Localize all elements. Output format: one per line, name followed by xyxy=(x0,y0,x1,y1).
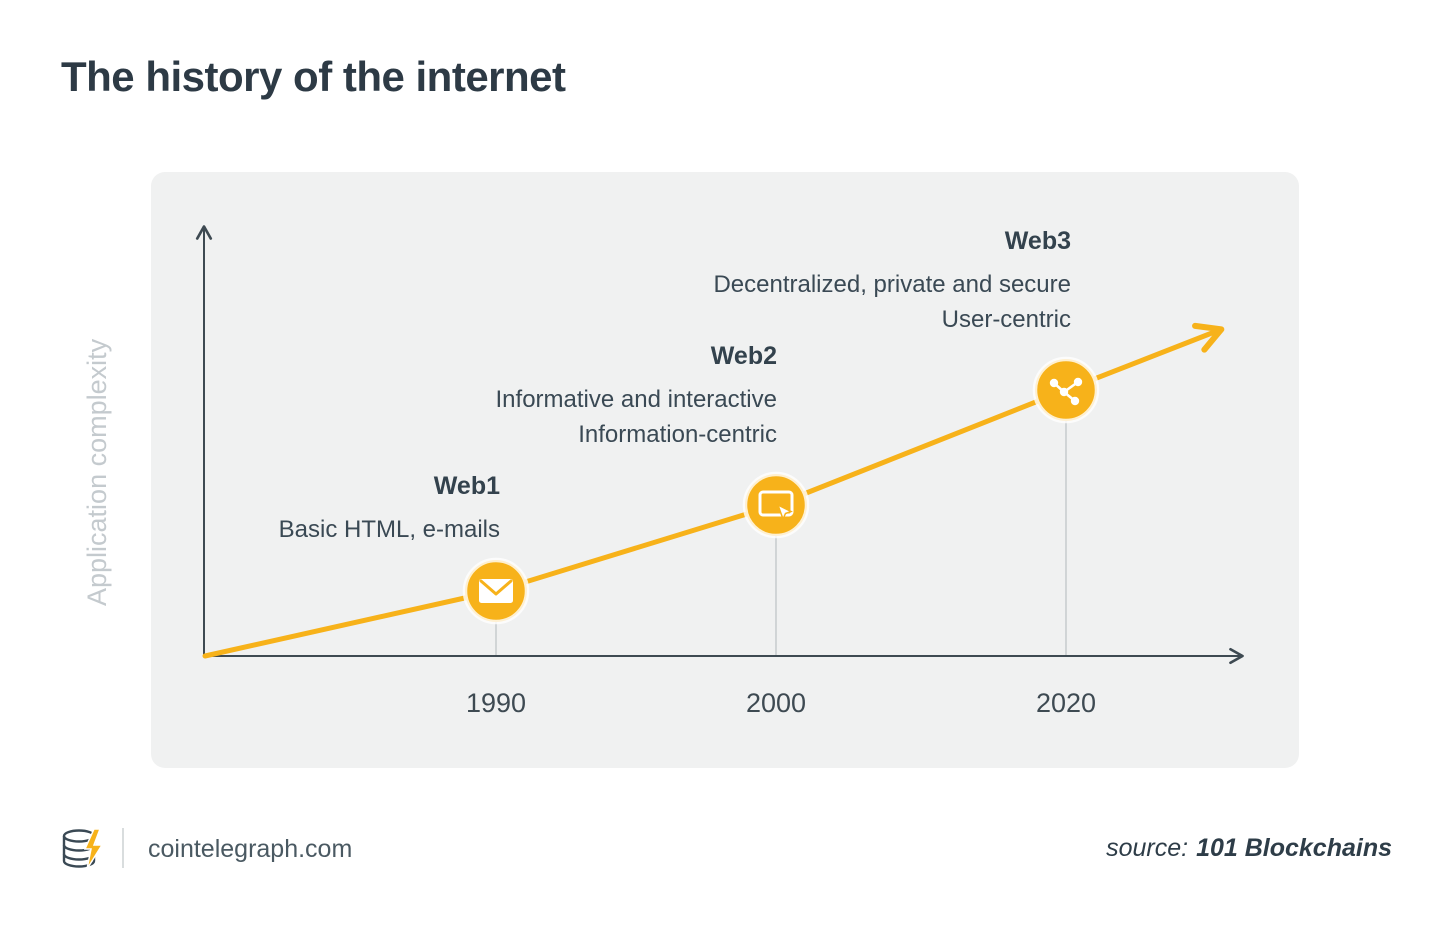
milestone-description: Decentralized, private and secure xyxy=(713,271,1071,298)
envelope-icon xyxy=(462,557,530,625)
x-tick-2020: 2020 xyxy=(1035,688,1097,718)
milestone-name: Web1 xyxy=(433,472,500,500)
network-nodes-icon xyxy=(1032,356,1100,424)
source-attribution: source: 101 Blockchains xyxy=(1106,834,1392,863)
x-tick-1990: 1990 xyxy=(465,688,527,718)
chart-panel: Web1 Basic HTML, e-mails Web2 Informativ… xyxy=(151,172,1299,768)
timeline-chart xyxy=(195,225,1244,665)
browser-cursor-icon xyxy=(742,471,810,539)
cointelegraph-logo xyxy=(62,828,104,870)
milestone-description: Basic HTML, e-mails xyxy=(278,516,500,543)
milestone-web2: Web2 Informative and interactive Informa… xyxy=(496,342,777,452)
source-label: source: xyxy=(1106,834,1189,862)
milestone-web1: Web1 Basic HTML, e-mails xyxy=(279,472,500,547)
footer: cointelegraph.com source: 101 Blockchains xyxy=(58,824,1392,874)
y-axis-label: Application complexity xyxy=(82,338,112,606)
milestone-description: Information-centric xyxy=(578,421,777,448)
milestone-name: Web2 xyxy=(710,342,777,370)
footer-divider xyxy=(122,828,124,868)
milestone-description: User-centric xyxy=(941,306,1071,333)
brand-text: cointelegraph.com xyxy=(148,835,353,863)
milestone-web3: Web3 Decentralized, private and secure U… xyxy=(713,227,1071,337)
source-value: 101 Blockchains xyxy=(1196,834,1392,862)
milestone-description: Informative and interactive xyxy=(495,386,777,413)
page-title: The history of the internet xyxy=(61,53,566,100)
milestone-name: Web3 xyxy=(1004,227,1071,255)
x-tick-2000: 2000 xyxy=(745,688,807,718)
